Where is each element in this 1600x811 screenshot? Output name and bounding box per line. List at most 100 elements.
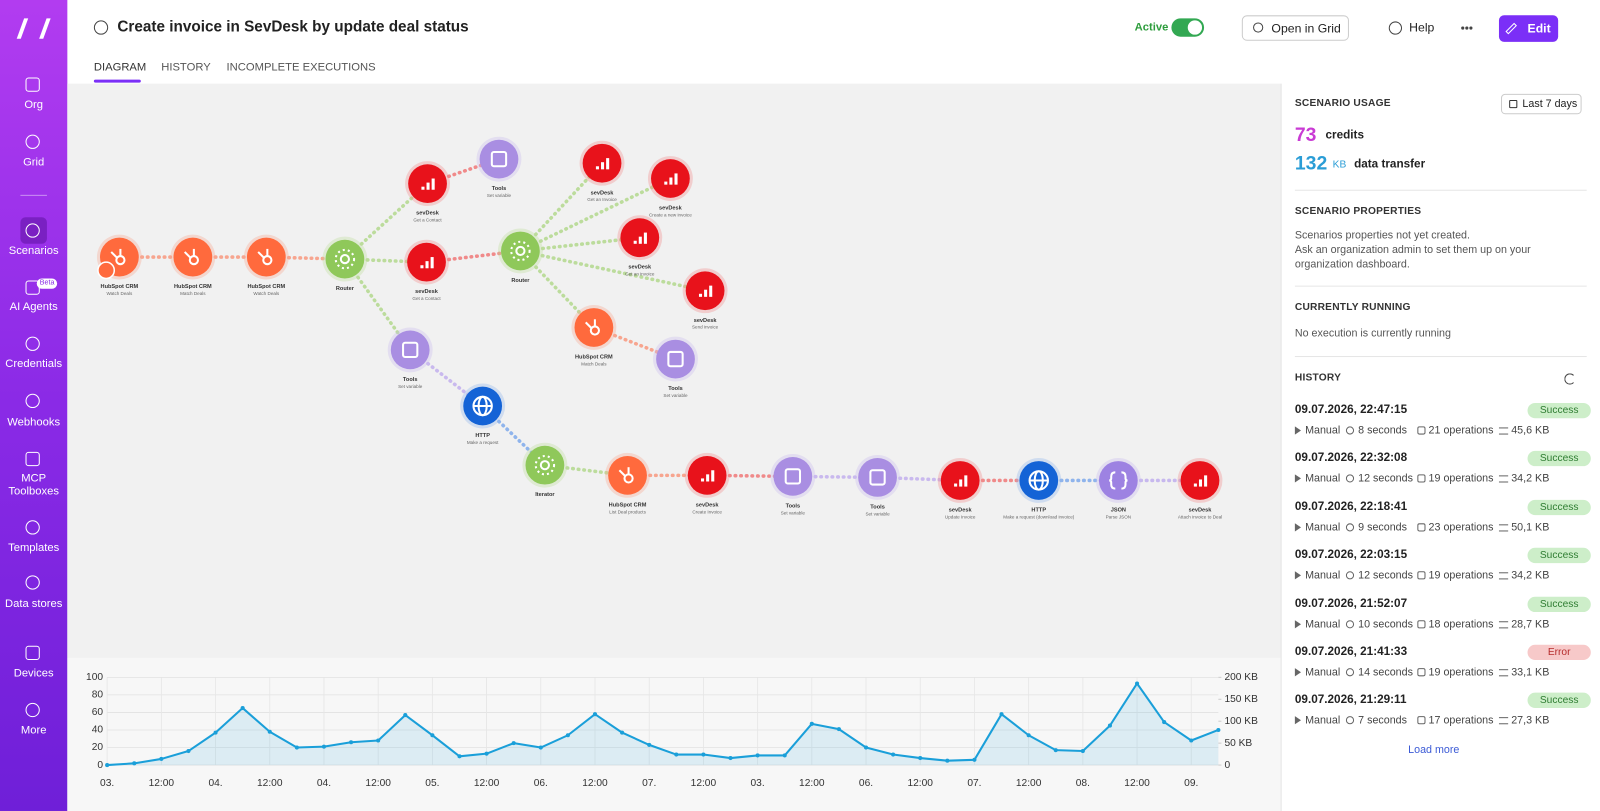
run-status: Success [1527,547,1591,564]
run-duration: 10 seconds [1358,617,1413,631]
active-toggle[interactable] [1171,18,1205,37]
play-icon [1294,571,1302,580]
icon [1345,668,1355,677]
section-title: HISTORY [1294,372,1342,384]
nav-icon [25,77,40,92]
run-size: 33,1 KB [1511,666,1550,679]
run-status: Success [1527,451,1591,467]
nav-label[interactable]: More [20,724,47,737]
icon [1417,668,1426,677]
side-panel [1280,83,1600,811]
logo [16,18,51,39]
button-label: Edit [1527,21,1551,36]
run-time[interactable]: 09.07.2026, 21:52:07 [1294,597,1408,610]
run-time[interactable]: 09.07.2026, 22:32:08 [1294,452,1408,465]
icon [1345,426,1355,435]
run-duration: 8 seconds [1358,424,1408,437]
nav-label[interactable]: AI Agents [9,300,58,314]
run-size: 50,1 KB [1511,521,1550,534]
tab[interactable]: INCOMPLETE EXECUTIONS [226,61,376,74]
help-icon [1388,21,1403,35]
usage-chart-area [67,657,1281,811]
pencil-icon [1505,22,1517,35]
nav-label[interactable]: Templates [8,541,60,554]
section-title: CURRENTLY RUNNING [1294,301,1411,314]
sidebar-separator [20,194,47,196]
refresh-button[interactable] [1564,373,1576,385]
nav-label[interactable]: Grid [23,156,45,169]
nav-icon [25,520,40,535]
run-operations: 19 operations [1428,666,1494,679]
credits-value: 73 [1294,124,1317,146]
play-icon [1294,619,1302,628]
beta-badge: Beta [36,278,58,289]
credits-label: credits [1325,129,1364,142]
run-size: 34,2 KB [1511,569,1550,582]
nav-icon [25,393,40,409]
run-time[interactable]: 09.07.2026, 22:03:15 [1294,549,1408,562]
transfer-label: data transfer [1354,158,1426,171]
nav-icon [25,451,40,467]
run-trigger: Manual [1305,424,1341,437]
status-label: Active [1134,21,1169,34]
run-time[interactable]: 09.07.2026, 21:29:11 [1294,694,1407,707]
run-trigger: Manual [1305,617,1341,631]
icon [1417,523,1426,532]
transfer-unit: KB [1332,159,1347,171]
run-duration: 12 seconds [1358,569,1413,582]
help-button[interactable]: Help [1409,20,1435,35]
tab[interactable]: DIAGRAM [93,61,147,74]
load-more-link[interactable]: Load more [1408,743,1460,756]
play-icon [1294,523,1302,532]
run-size: 27,3 KB [1511,714,1550,727]
run-duration: 9 seconds [1358,521,1408,534]
run-operations: 23 operations [1428,521,1494,534]
open-in-grid-button[interactable]: Open in Grid [1241,15,1349,41]
more-dot [1465,26,1468,30]
play-icon [1294,426,1302,435]
run-trigger: Manual [1305,666,1341,679]
run-operations: 17 operations [1428,714,1494,727]
range-button[interactable]: Last 7 days [1501,93,1582,115]
nav-label[interactable]: Credentials [5,358,63,371]
run-operations: 19 operations [1428,472,1494,485]
run-time[interactable]: 09.07.2026, 22:18:41 [1294,500,1408,513]
run-status: Success [1527,499,1591,515]
nav-label[interactable]: Data stores [4,597,63,611]
tab[interactable]: HISTORY [161,61,211,74]
sidebar: Org Grid Scenarios Beta AI Agents Credentials… [0,0,68,811]
transfer-icon [1498,620,1509,628]
section-title: SCENARIO USAGE [1294,97,1391,110]
nav-label[interactable]: Org [24,98,44,112]
nav-icon [25,336,40,351]
nav-label[interactable]: MCP Toolboxes [8,472,59,498]
back-button[interactable] [93,20,109,35]
calendar-icon [1509,99,1518,109]
running-text: No execution is currently running [1294,327,1451,340]
play-icon [1294,474,1302,483]
nav-icon [25,223,40,238]
icon [1417,571,1426,580]
icon [1345,571,1355,580]
divider [1294,189,1587,191]
transfer-icon [1498,572,1509,580]
run-duration: 12 seconds [1358,472,1413,485]
nav-label[interactable]: Scenarios [8,244,59,258]
run-trigger: Manual [1305,569,1341,582]
toggle-knob [1187,20,1203,35]
run-trigger: Manual [1305,714,1341,727]
run-time[interactable]: 09.07.2026, 22:47:15 [1294,403,1408,417]
run-time[interactable]: 09.07.2026, 21:41:33 [1294,645,1408,658]
run-status: Success [1527,596,1591,612]
nav-label[interactable]: Webhooks [7,416,61,429]
transfer-icon [1498,669,1509,677]
run-status: Error [1527,644,1591,661]
nav-label[interactable]: Devices [13,667,54,680]
edit-button[interactable]: Edit [1498,15,1559,42]
run-duration: 7 seconds [1358,714,1408,727]
nav-icon [25,645,40,661]
run-duration: 14 seconds [1358,666,1413,679]
icon [1345,474,1355,483]
